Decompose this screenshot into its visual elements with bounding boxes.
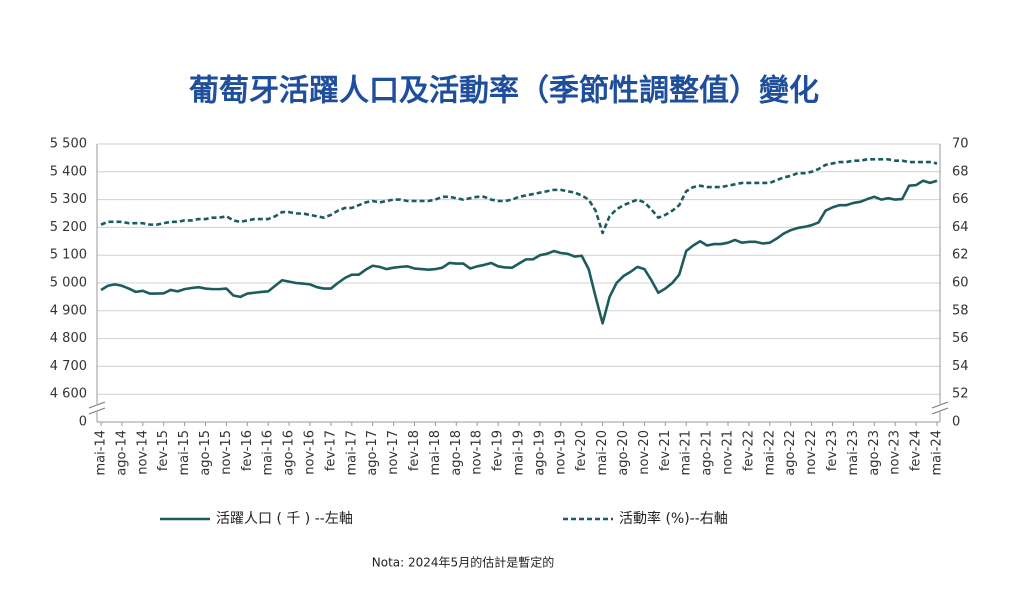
y2-tick-label: 68 [952, 164, 969, 179]
y2-tick-label: 62 [952, 248, 969, 263]
axis-break [931, 407, 949, 415]
x-tick-label: ago-20 [616, 430, 631, 476]
x-tick-label: fev-21 [658, 430, 673, 471]
x-tick-label: fev-16 [240, 430, 255, 471]
y2-tick-label: 64 [952, 220, 969, 235]
x-tick-label: ago-18 [449, 430, 464, 476]
x-tick-label: ago-14 [114, 430, 129, 476]
x-tick-label: fev-20 [574, 430, 589, 471]
legend-label: 活躍人口 ( 千 ) --左軸 [216, 511, 353, 527]
y2-tick-label: 54 [952, 359, 969, 374]
x-tick-label: ago-15 [198, 430, 213, 476]
y-tick-label: 5 100 [50, 248, 87, 263]
x-tick-label: mai-23 [846, 430, 861, 475]
y-tick-label: 4 700 [50, 359, 87, 374]
x-tick-label: mai-15 [177, 430, 192, 475]
legend-label: 活動率 (%)--右軸 [619, 510, 728, 527]
series-line [100, 157, 938, 235]
axis-break [931, 401, 949, 409]
x-tick-label: mai-22 [762, 430, 777, 475]
x-tick-label: nov-23 [888, 430, 903, 475]
x-tick-label: mai-14 [94, 430, 109, 475]
x-tick-label: mai-20 [595, 430, 610, 475]
x-tick-label: mai-18 [428, 430, 443, 475]
y2-tick-label: 70 [952, 137, 969, 152]
x-tick-label: fev-23 [825, 430, 840, 471]
y2-tick-label: 58 [952, 303, 969, 318]
x-tick-label: nov-22 [804, 430, 819, 475]
x-tick-label: nov-21 [721, 430, 736, 475]
axis-break-gap [932, 404, 948, 412]
y-tick-label: 4 800 [50, 331, 87, 346]
x-tick-label: fev-18 [407, 430, 422, 471]
x-tick-label: ago-23 [867, 430, 882, 476]
note: Nota: 2024年5月的估計是暫定的 [372, 555, 554, 570]
x-tick-label: mai-16 [261, 430, 276, 475]
x-tick-label: ago-19 [532, 430, 547, 476]
x-tick-label: ago-16 [282, 430, 297, 476]
y-tick-label: 5 300 [50, 192, 87, 207]
x-tick-label: fev-17 [323, 430, 338, 471]
y-tick-label: 4 600 [50, 387, 87, 402]
x-tick-label: nov-20 [637, 430, 652, 475]
y2-origin-label: 0 [952, 415, 960, 430]
x-tick-label: nov-16 [303, 430, 318, 475]
y2-tick-label: 60 [952, 276, 969, 291]
y-tick-label: 4 900 [50, 303, 87, 318]
x-tick-label: nov-19 [553, 430, 568, 475]
axis-break [88, 401, 106, 409]
x-tick-label: nov-17 [386, 430, 401, 475]
x-tick-label: ago-22 [783, 430, 798, 476]
x-tick-label: mai-21 [679, 430, 694, 475]
y-tick-label: 5 400 [50, 164, 87, 179]
y-tick-label: 5 200 [50, 220, 87, 235]
y-tick-label: 5 000 [50, 276, 87, 291]
x-tick-label: nov-15 [219, 430, 234, 475]
x-tick-label: nov-18 [470, 430, 485, 475]
x-tick-label: mai-19 [512, 430, 527, 475]
x-tick-label: fev-19 [491, 430, 506, 471]
y2-tick-label: 66 [952, 192, 969, 207]
x-tick-label: nov-14 [135, 430, 150, 475]
x-tick-label: mai-24 [930, 430, 945, 475]
y2-tick-label: 52 [952, 387, 969, 402]
y-origin-label: 0 [79, 415, 87, 430]
y-tick-label: 5 500 [50, 137, 87, 152]
axis-break [88, 407, 106, 415]
chart-title: 葡萄牙活躍人口及活動率（季節性調整值）變化 [189, 74, 819, 109]
x-tick-label: ago-21 [700, 430, 715, 476]
x-tick-label: ago-17 [365, 430, 380, 476]
series-line [100, 179, 938, 325]
axis-break-gap [89, 404, 105, 412]
x-tick-label: fev-15 [156, 430, 171, 471]
x-tick-label: fev-22 [741, 430, 756, 471]
y2-tick-label: 56 [952, 331, 969, 346]
x-tick-label: mai-17 [344, 430, 359, 475]
x-tick-label: fev-24 [909, 430, 924, 471]
